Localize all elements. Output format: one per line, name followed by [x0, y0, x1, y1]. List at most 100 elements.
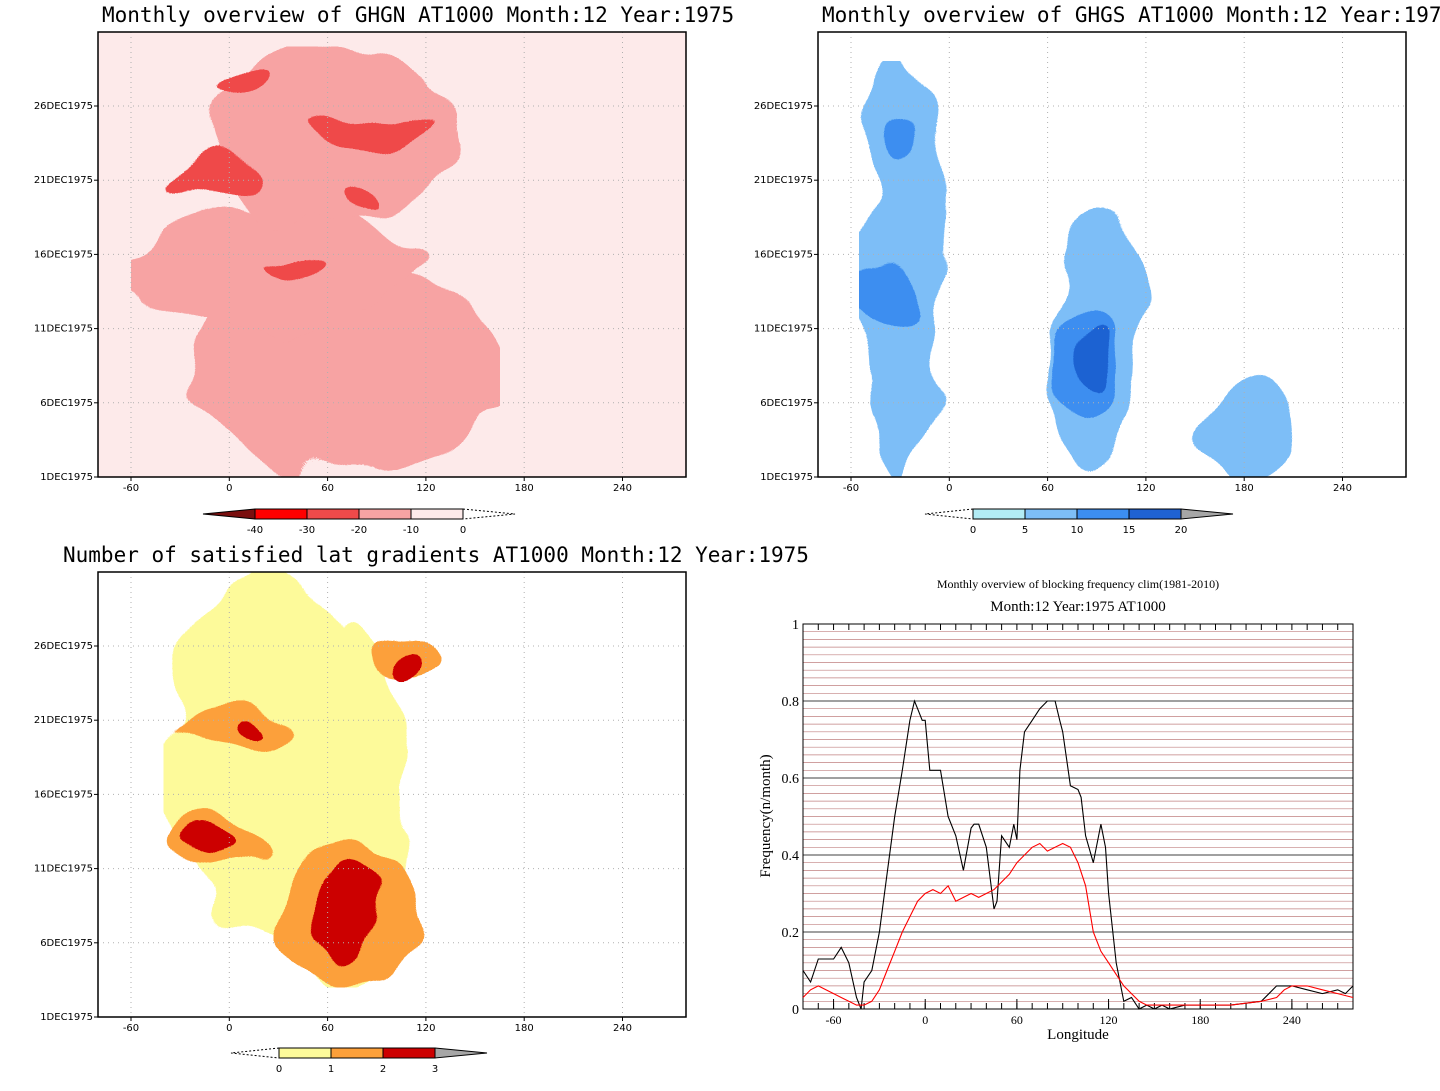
- colorbar-label: 3: [432, 1064, 438, 1075]
- frequency-chart: Monthly overview of blocking frequency c…: [758, 577, 1354, 1043]
- colorbar-label: 0: [970, 525, 976, 536]
- y-tick-label: 1DEC1975: [40, 1012, 93, 1023]
- x-tick-label: 240: [613, 1023, 632, 1034]
- colorbar-box: [972, 508, 1026, 520]
- colorbar-extend-high: [1180, 508, 1234, 520]
- frequency-ylabel: Frequency(n/month): [758, 754, 774, 877]
- series-line-1: [802, 842, 1354, 1006]
- y-tick-label: 16DEC1975: [34, 789, 93, 800]
- colorbar-extend-high: [462, 508, 516, 520]
- y-tick-label: 6DEC1975: [40, 938, 93, 949]
- contour-region-3: [859, 269, 925, 329]
- colorbar-extend-low: [230, 1047, 280, 1059]
- frequency-title: Monthly overview of blocking frequency c…: [937, 577, 1219, 591]
- map-fill-layer: [859, 61, 1294, 477]
- colorbar-extend-low: [924, 508, 974, 520]
- ghgn-map: -60 0 60 120 180 240 1DEC1975 6DEC1975 11DEC1975…: [34, 31, 687, 494]
- gradients-title: Number of satisfied lat gradients AT1000…: [63, 543, 809, 567]
- y-tick-label: 0.6: [782, 772, 800, 787]
- map-fill-layer: [131, 46, 500, 477]
- x-tick-label: 180: [1235, 483, 1254, 494]
- colorbar-label: -40: [247, 525, 263, 536]
- ghgs-map: -60 0 60 120 180 240 1DEC1975 6DEC1975 11DEC1975…: [754, 31, 1407, 494]
- x-tick-label: 240: [1283, 1013, 1301, 1027]
- x-tick-label: 120: [1100, 1013, 1118, 1027]
- contour-region-7: [335, 193, 385, 212]
- colorbar-box: [382, 1047, 436, 1059]
- x-tick-label: -60: [123, 1023, 139, 1034]
- colorbar-label: 1: [328, 1064, 334, 1075]
- x-tick-label: 60: [321, 1023, 334, 1034]
- y-tick-label: 1: [792, 618, 799, 633]
- x-tick-label: 0: [922, 1013, 928, 1027]
- contour-region-5: [212, 68, 279, 99]
- y-tick-label: 21DEC1975: [34, 715, 93, 726]
- series-line-0: [802, 699, 1354, 1010]
- colorbar-box: [278, 1047, 332, 1059]
- x-tick-label: 60: [1011, 1013, 1023, 1027]
- contour-region-6: [311, 868, 394, 958]
- contour-region-5: [883, 113, 917, 158]
- y-tick-label: 11DEC1975: [34, 324, 93, 335]
- y-tick-label: 21DEC1975: [34, 175, 93, 186]
- ghgs-title: Monthly overview of GHGS AT1000 Month:12…: [822, 3, 1440, 27]
- colorbar-label: 20: [1175, 525, 1188, 536]
- x-tick-label: 120: [416, 483, 435, 494]
- contour-region-0: [859, 61, 942, 477]
- map-contours: [131, 46, 500, 477]
- x-tick-label: -60: [826, 1013, 842, 1027]
- contour-region-8: [229, 718, 263, 737]
- colorbar-label: 0: [460, 525, 466, 536]
- y-tick-label: 0: [792, 1003, 799, 1018]
- colorbar-label: -20: [351, 525, 367, 536]
- colorbar-box: [254, 508, 308, 520]
- colorbar-box: [410, 508, 464, 520]
- y-tick-label: 1DEC1975: [40, 472, 93, 483]
- ghgs-colorbar: 0 5 10 15 20: [924, 508, 1234, 536]
- colorbar-label: -10: [403, 525, 419, 536]
- x-tick-label: 60: [1041, 483, 1054, 494]
- colorbar-box: [1076, 508, 1130, 520]
- colorbar-label: -30: [299, 525, 315, 536]
- y-tick-label: 11DEC1975: [34, 864, 93, 875]
- y-tick-label: 26DEC1975: [34, 641, 93, 652]
- x-tick-label: 180: [515, 483, 534, 494]
- colorbar-box: [306, 508, 360, 520]
- map-contours: [859, 61, 1294, 477]
- x-tick-label: -60: [123, 483, 139, 494]
- colorbar-box: [1024, 508, 1078, 520]
- colorbar-extend-high: [434, 1047, 488, 1059]
- x-tick-label: -60: [843, 483, 859, 494]
- ghgn-colorbar: -40 -30 -20 -10 0: [202, 508, 516, 536]
- contour-region-6: [1077, 328, 1117, 388]
- x-tick-label: 120: [416, 1023, 435, 1034]
- x-tick-label: 240: [1333, 483, 1352, 494]
- x-tick-label: 0: [226, 1023, 232, 1034]
- y-tick-label: 26DEC1975: [34, 101, 93, 112]
- contour-region-6: [258, 251, 331, 273]
- colorbar-extend-low: [202, 508, 256, 520]
- gradients-colorbar: 0 1 2 3: [230, 1047, 488, 1075]
- x-tick-label: 0: [946, 483, 952, 494]
- contour-region-7: [180, 834, 230, 859]
- colorbar-label: 15: [1123, 525, 1136, 536]
- y-tick-label: 6DEC1975: [40, 398, 93, 409]
- contour-region-3: [175, 162, 267, 199]
- map-contours: [163, 572, 451, 988]
- x-tick-label: 180: [515, 1023, 534, 1034]
- y-tick-label: 26DEC1975: [754, 101, 813, 112]
- ghgn-title: Monthly overview of GHGN AT1000 Month:12…: [102, 3, 735, 27]
- colorbar-label: 5: [1022, 525, 1028, 536]
- contour-region-4: [319, 104, 435, 138]
- y-tick-label: 0.4: [782, 849, 800, 864]
- y-tick-label: 6DEC1975: [760, 398, 813, 409]
- x-tick-label: 240: [613, 483, 632, 494]
- y-tick-label: 16DEC1975: [754, 249, 813, 260]
- colorbar-label: 10: [1071, 525, 1084, 536]
- frequency-xlabel: Longitude: [1047, 1027, 1109, 1043]
- colorbar-label: 0: [276, 1064, 282, 1075]
- colorbar-box: [358, 508, 412, 520]
- y-tick-label: 1DEC1975: [760, 472, 813, 483]
- x-tick-label: 0: [226, 483, 232, 494]
